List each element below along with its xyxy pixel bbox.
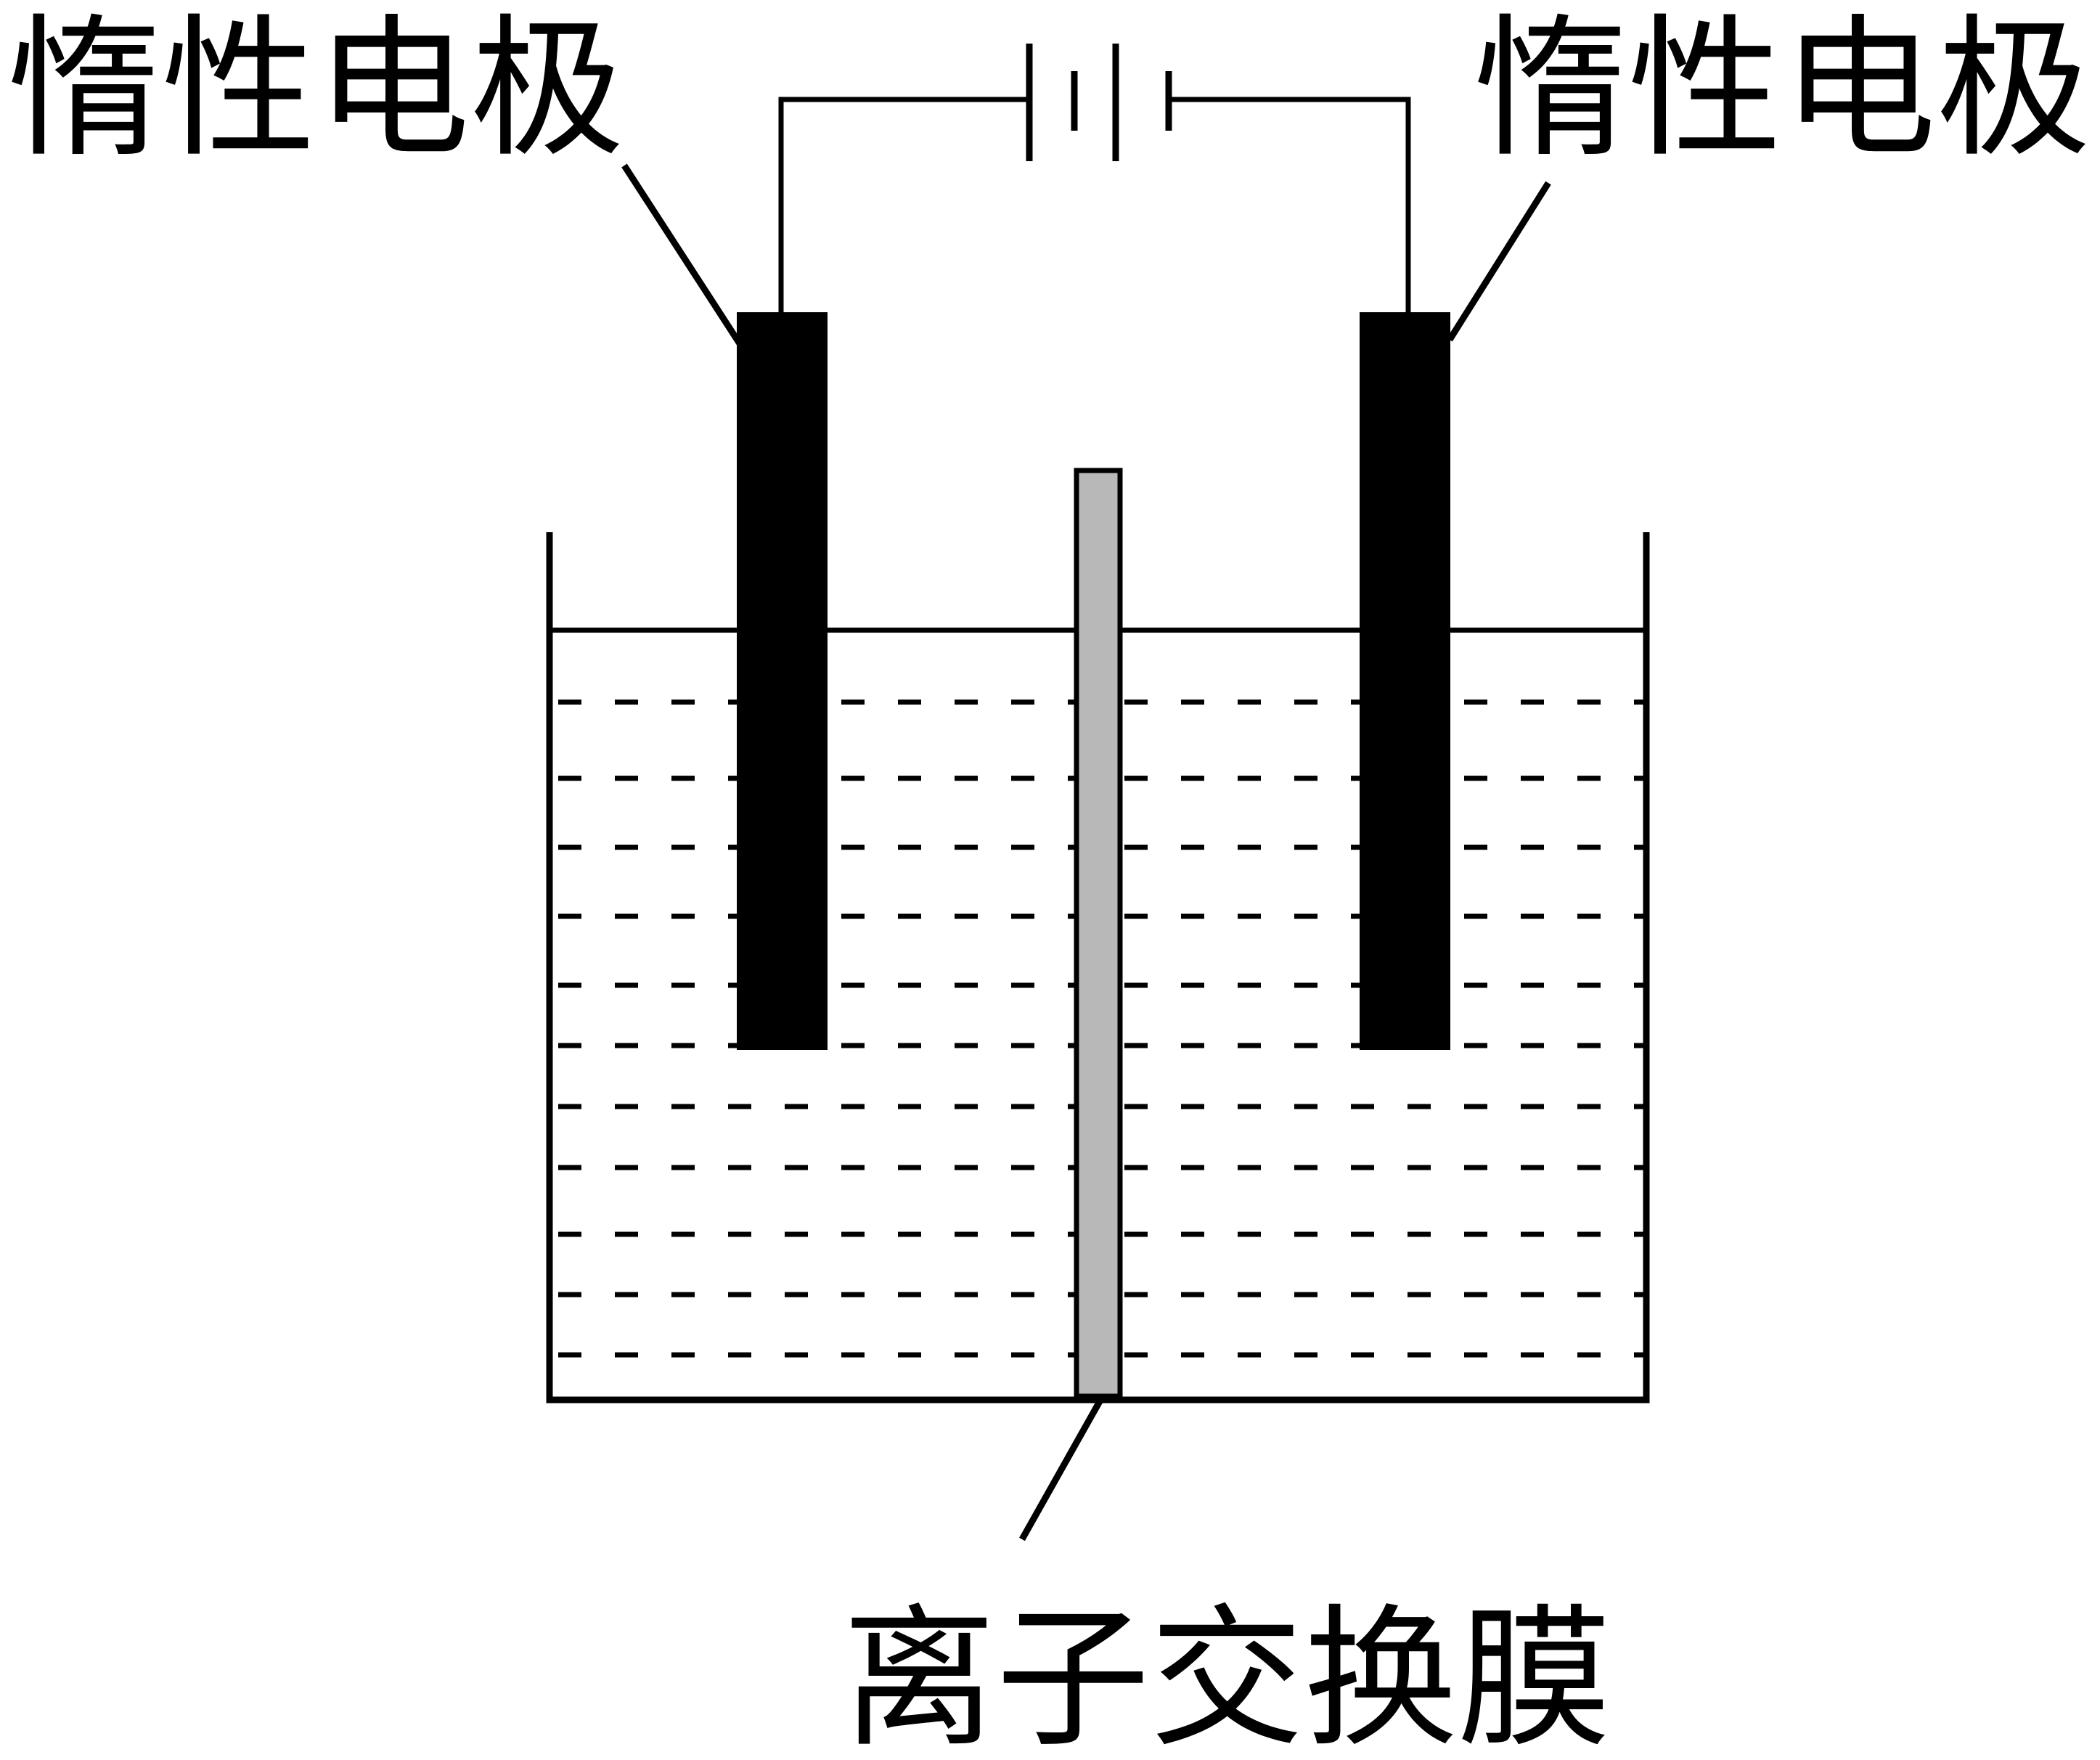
right-circuit-wire: [1169, 97, 1411, 312]
right-electrode-label: 惰性电极: [1474, 0, 2091, 178]
right-electrode-leader-line: [1447, 181, 1551, 342]
left-circuit-wire: [778, 97, 1029, 312]
electrolyte-solution: [549, 699, 1646, 1358]
ion-exchange-membrane: [1074, 468, 1123, 1399]
membrane-leader-line: [1019, 1399, 1103, 1541]
left-electrode-leader-line: [621, 163, 745, 349]
membrane-label: 离子交换膜: [842, 1590, 1611, 1760]
left-inert-electrode: [737, 312, 828, 1050]
beaker-outline: [546, 532, 1650, 1403]
left-electrode-label: 惰性电极: [7, 0, 624, 178]
right-inert-electrode: [1360, 312, 1450, 1050]
battery-icon: [1026, 44, 1172, 161]
